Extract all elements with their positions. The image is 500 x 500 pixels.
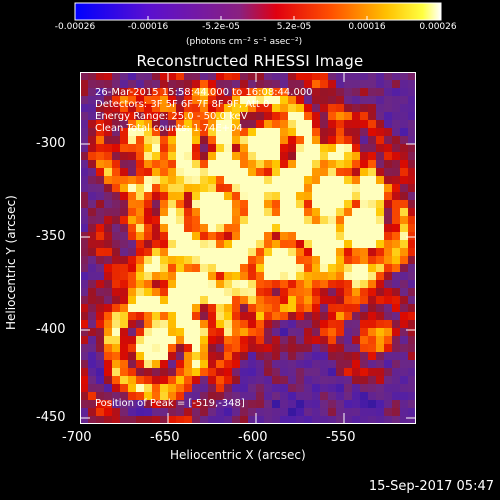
axis-ticks [80,72,416,423]
y-tick-label: -300 [36,136,66,151]
y-tick-label: -400 [36,322,66,337]
x-tick-label: -550 [326,430,356,445]
rhessi-image [80,72,416,424]
colorbar-tick-label: 5.2e-05 [276,22,312,32]
x-tick-label: -650 [150,430,180,445]
colorbar-tick-label: -0.00026 [54,22,96,32]
y-axis-label: Heliocentric Y (arcsec) [4,195,18,330]
energy-range-text: Energy Range: 25.0 - 50.0 keV [95,111,248,122]
x-axis-label: Heliocentric X (arcsec) [170,448,306,462]
image-title: Reconstructed RHESSI Image [136,52,364,70]
colorbar-tick-label: -5.2e-05 [202,22,240,32]
detectors-text: Detectors: 3F 5F 6F 7F 8F 9F, Att 0 [95,99,270,110]
image-heatmap [80,72,416,424]
colorbar-tick-label: 0.00016 [348,22,386,32]
x-tick-label: -600 [238,430,268,445]
plot-timestamp: 15-Sep-2017 05:47 [368,479,494,494]
colorbar-tick-label: -0.00016 [127,22,169,32]
colorbar [74,2,442,21]
y-tick-label: -350 [36,229,66,244]
y-tick-label: -450 [36,410,66,425]
colorbar-units: (photons cm⁻² s⁻¹ asec⁻²) [186,37,303,47]
colorbar-tick-label: 0.00026 [419,22,457,32]
time-range-text: 26-Mar-2015 15:58:44.000 to 16:08:44.000 [95,87,313,98]
peak-position-text: Position of Peak = [-519,-348] [95,398,245,409]
x-tick-label: -700 [62,430,92,445]
clean-counts-text: Clean Total counts: 1.74E+04 [95,123,243,134]
